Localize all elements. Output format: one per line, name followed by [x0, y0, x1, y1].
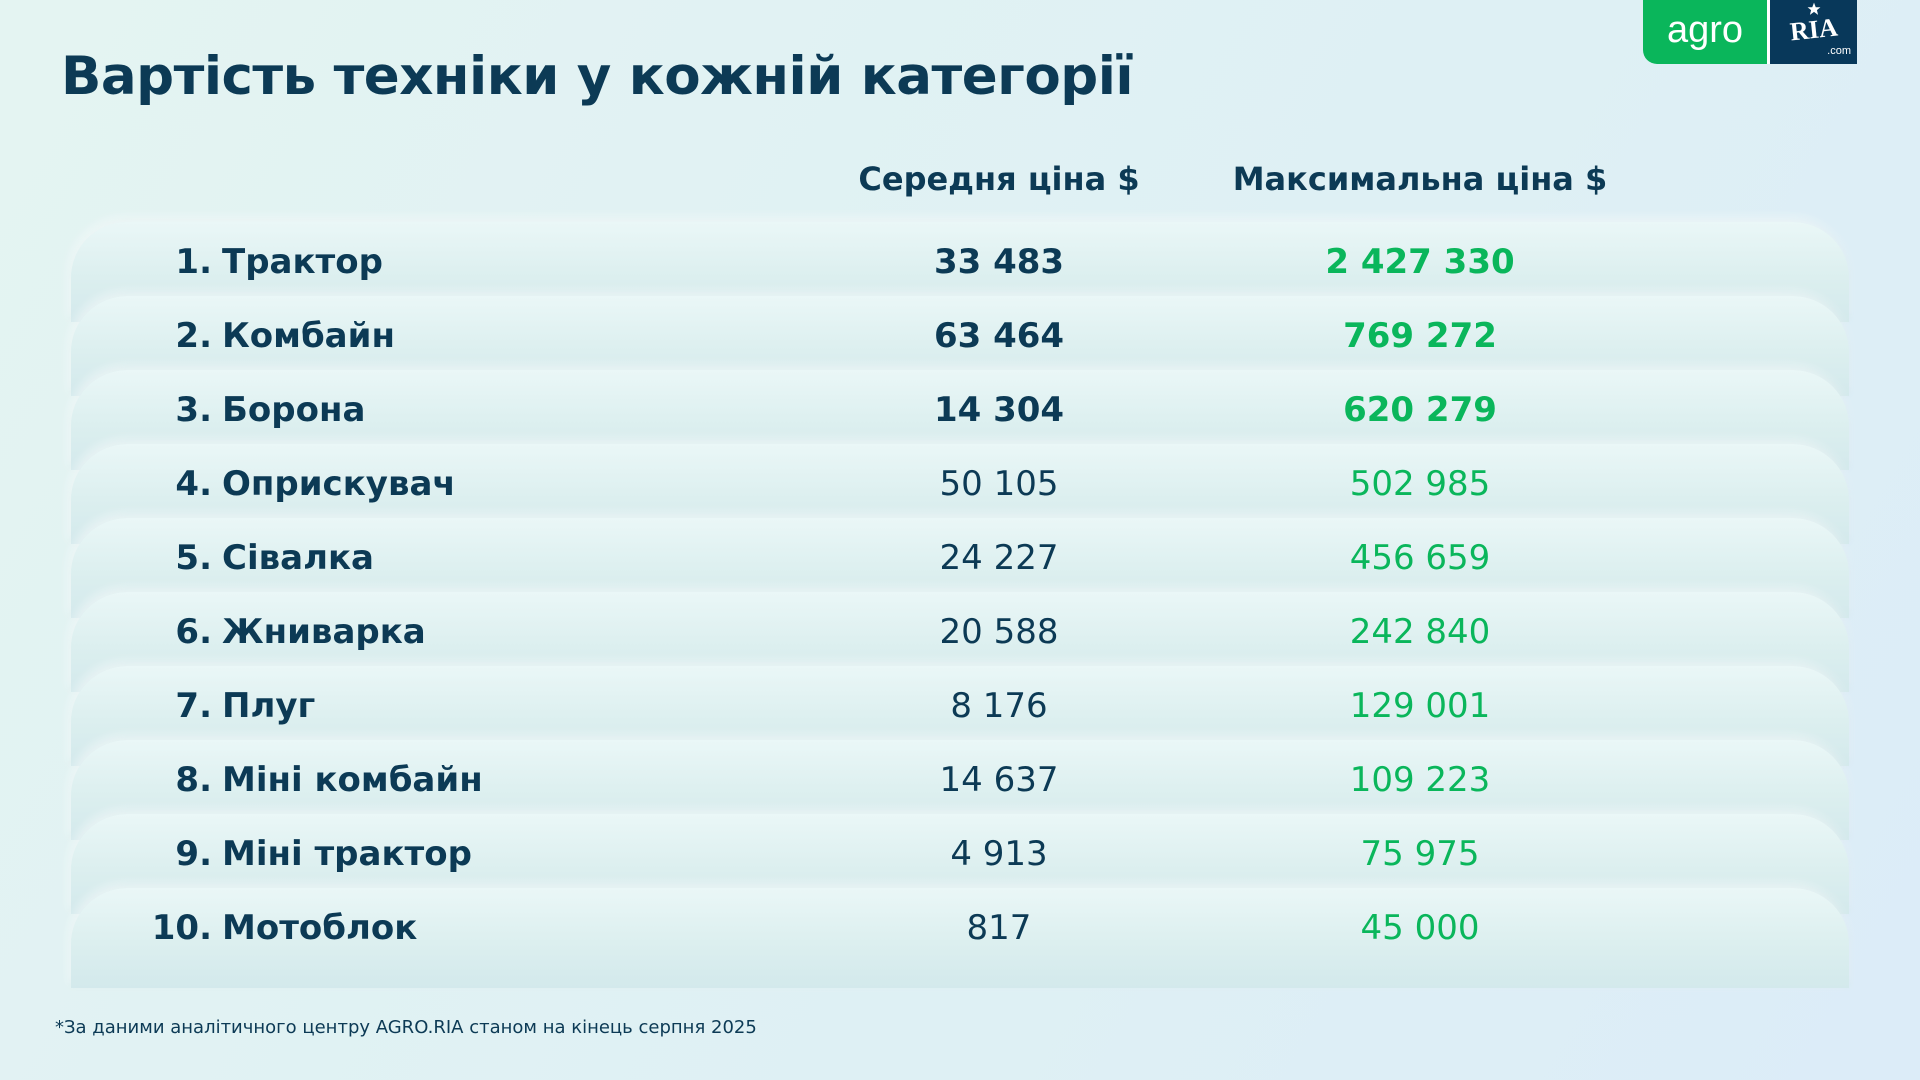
footnote: *За даними аналітичного центру AGRO.RIA …: [55, 1017, 757, 1038]
column-header-avg-price: Середня ціна $: [858, 160, 1140, 198]
category-name: Мотоблок: [222, 908, 418, 948]
max-price: 242 840: [1349, 612, 1491, 652]
star-icon: [1807, 2, 1820, 15]
logo-divider: [1767, 0, 1770, 64]
max-price: 769 272: [1343, 316, 1497, 356]
table-row: 10. Мотоблок 817 45 000: [71, 888, 1849, 988]
max-price: 2 427 330: [1325, 242, 1515, 282]
max-price: 620 279: [1343, 390, 1497, 430]
row-number: 7.: [175, 686, 212, 726]
max-price: 109 223: [1349, 760, 1491, 800]
avg-price: 24 227: [939, 538, 1059, 578]
category-name: Плуг: [222, 686, 316, 726]
logo-ria-text: RIA: [1788, 12, 1839, 47]
row-number: 8.: [175, 760, 212, 800]
category-name: Оприскувач: [222, 464, 456, 504]
row-number: 6.: [175, 612, 212, 652]
column-header-max-price: Максимальна ціна $: [1232, 160, 1608, 198]
max-price: 502 985: [1349, 464, 1491, 504]
row-number: 10.: [151, 908, 212, 948]
avg-price: 8 176: [950, 686, 1048, 726]
category-name: Комбайн: [222, 316, 395, 356]
row-number: 1.: [175, 242, 212, 282]
row-number: 4.: [175, 464, 212, 504]
row-number: 5.: [175, 538, 212, 578]
price-table: 1. Трактор 33 483 2 427 330 2. Комбайн 63 464 7…: [71, 222, 1849, 988]
category-name: Жниварка: [222, 612, 426, 652]
category-name: Міні комбайн: [222, 760, 483, 800]
logo-domain: .com: [1827, 45, 1851, 57]
avg-price: 14 637: [939, 760, 1059, 800]
max-price: 129 001: [1349, 686, 1491, 726]
agro-ria-logo: agro RIA .com: [1643, 0, 1857, 64]
avg-price: 817: [966, 908, 1032, 948]
max-price: 45 000: [1360, 908, 1480, 948]
logo-agro: agro: [1643, 0, 1767, 64]
category-name: Трактор: [222, 242, 383, 282]
page-title: Вартість техніки у кожній категорії: [61, 46, 1134, 107]
avg-price: 63 464: [933, 316, 1065, 356]
category-name: Борона: [222, 390, 366, 430]
category-name: Сівалка: [222, 538, 374, 578]
row-number: 9.: [175, 834, 212, 874]
category-name: Міні трактор: [222, 834, 472, 874]
logo-ria: RIA .com: [1770, 0, 1857, 64]
avg-price: 50 105: [939, 464, 1059, 504]
max-price: 75 975: [1360, 834, 1480, 874]
avg-price: 14 304: [933, 390, 1065, 430]
avg-price: 4 913: [950, 834, 1048, 874]
max-price: 456 659: [1349, 538, 1491, 578]
avg-price: 33 483: [933, 242, 1065, 282]
row-number: 3.: [175, 390, 212, 430]
row-number: 2.: [175, 316, 212, 356]
avg-price: 20 588: [939, 612, 1059, 652]
